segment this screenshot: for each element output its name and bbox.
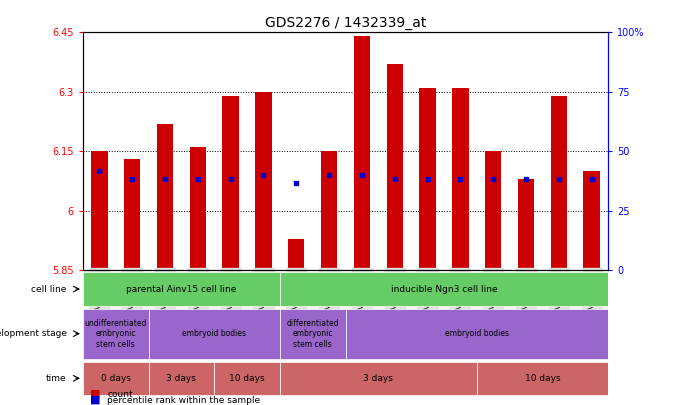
FancyBboxPatch shape [280,309,346,359]
FancyBboxPatch shape [214,362,280,395]
Bar [386,64,403,271]
Bar [485,151,502,271]
Bar [354,36,370,271]
Text: time: time [46,374,66,383]
Bar [157,124,173,271]
FancyBboxPatch shape [346,309,608,359]
Text: 10 days: 10 days [524,374,560,383]
Bar [321,151,337,271]
Bar [583,171,600,271]
Text: ■: ■ [90,389,100,399]
Text: embryoid bodies: embryoid bodies [445,329,509,338]
Bar [223,96,239,271]
Bar [518,179,534,271]
FancyBboxPatch shape [83,272,280,306]
Text: parental Ainv15 cell line: parental Ainv15 cell line [126,285,236,294]
FancyBboxPatch shape [83,362,149,395]
Bar [124,159,140,271]
Text: 0 days: 0 days [101,374,131,383]
Text: cell line: cell line [31,285,66,294]
Text: 3 days: 3 days [167,374,196,383]
FancyBboxPatch shape [280,272,608,306]
Text: 10 days: 10 days [229,374,265,383]
Text: differentiated
embryonic
stem cells: differentiated embryonic stem cells [286,319,339,349]
Bar [91,151,108,271]
Title: GDS2276 / 1432339_at: GDS2276 / 1432339_at [265,16,426,30]
FancyBboxPatch shape [149,309,280,359]
Bar [288,239,305,271]
Text: percentile rank within the sample: percentile rank within the sample [107,396,261,405]
Text: development stage: development stage [0,329,66,338]
FancyBboxPatch shape [280,362,477,395]
Bar [189,147,206,271]
FancyBboxPatch shape [83,309,149,359]
FancyBboxPatch shape [149,362,214,395]
Bar [255,92,272,271]
Text: inducible Ngn3 cell line: inducible Ngn3 cell line [390,285,498,294]
Bar [452,88,468,271]
Text: undifferentiated
embryonic
stem cells: undifferentiated embryonic stem cells [84,319,147,349]
Text: count: count [107,390,133,399]
FancyBboxPatch shape [477,362,608,395]
Bar [419,88,436,271]
Text: ■: ■ [90,395,100,405]
Bar [551,96,567,271]
Text: embryoid bodies: embryoid bodies [182,329,246,338]
Text: 3 days: 3 days [363,374,393,383]
